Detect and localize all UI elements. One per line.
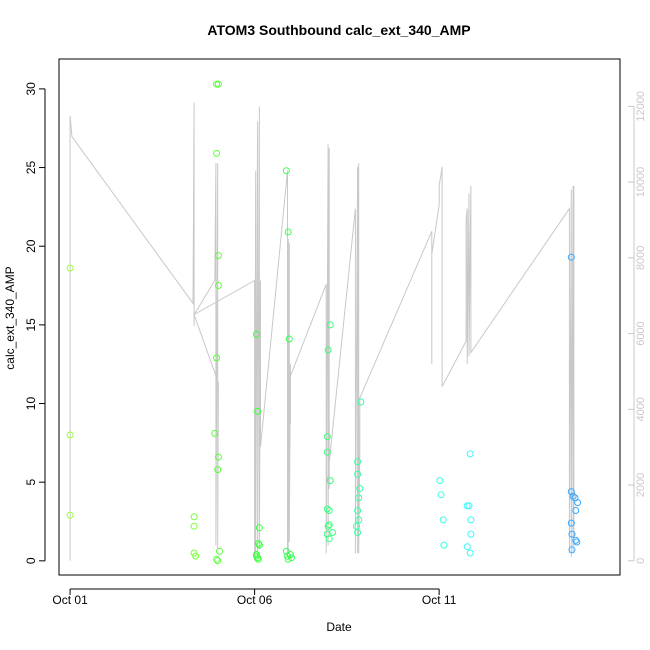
x-tick-label: Oct 06 (237, 593, 273, 607)
data-point (255, 524, 263, 532)
data-point (465, 502, 473, 510)
scatter-points (66, 80, 582, 565)
data-point (354, 529, 362, 536)
data-point (214, 453, 222, 461)
data-point (437, 491, 445, 499)
data-point (288, 554, 295, 562)
data-point (323, 505, 331, 513)
data-point (254, 540, 262, 547)
y-tick-label: 5 (24, 479, 38, 486)
data-point (326, 477, 334, 485)
data-point (216, 547, 223, 555)
data-point (572, 507, 580, 514)
data-point (211, 429, 219, 437)
data-point (355, 516, 363, 524)
data-point (253, 330, 260, 338)
data-point (467, 530, 475, 538)
data-point (254, 407, 262, 415)
x-axis-label: Date (326, 620, 352, 634)
data-point (324, 346, 332, 354)
data-point (574, 499, 582, 507)
data-point (214, 282, 222, 289)
y2-tick-label: 4000 (635, 397, 647, 421)
data-point (325, 535, 333, 543)
data-point (66, 264, 74, 272)
data-point (255, 541, 263, 549)
data-point (567, 253, 575, 261)
data-point (568, 530, 576, 538)
data-point (213, 555, 221, 563)
data-point (325, 507, 333, 514)
data-point (467, 516, 475, 524)
data-point (568, 546, 576, 554)
axes: 0 5 10 15 20 25 30 Oct 01 Oct 06 Oct 11 0 2000 4000 6… (24, 82, 647, 607)
y-axis-label: calc_ext_340_AMP (3, 266, 17, 369)
data-point (282, 167, 290, 175)
data-point (324, 522, 332, 530)
data-point (214, 466, 222, 474)
data-point (466, 549, 474, 557)
data-point (357, 398, 365, 406)
y-tick-label: 25 (24, 161, 38, 175)
y-tick-label: 15 (24, 318, 38, 332)
data-point (253, 552, 260, 560)
data-point (192, 552, 200, 560)
y-tick-label: 10 (24, 397, 38, 411)
y2-tick-label: 0 (635, 558, 647, 564)
data-point (567, 519, 575, 527)
y-tick-label: 20 (24, 239, 38, 253)
data-point (572, 536, 580, 544)
series-line (69, 102, 575, 561)
data-point (355, 494, 363, 502)
data-point (439, 516, 447, 524)
data-point (323, 448, 331, 456)
y2-tick-label: 8000 (635, 246, 647, 270)
data-point (214, 80, 222, 88)
data-point (214, 557, 222, 565)
plot-frame (58, 58, 621, 576)
x-tick-label: Oct 11 (422, 593, 457, 607)
data-point (190, 513, 198, 521)
y-tick-label: 30 (24, 82, 38, 96)
data-point (326, 321, 334, 329)
chart-title: ATOM3 Southbound calc_ext_340_AMP (207, 22, 470, 38)
data-point (285, 335, 293, 343)
y2-tick-label: 2000 (635, 473, 647, 497)
data-point (354, 507, 362, 514)
data-point (567, 488, 575, 496)
data-point (466, 450, 474, 458)
data-point (284, 228, 292, 236)
data-point (190, 522, 198, 530)
data-point (214, 252, 222, 260)
data-point (325, 521, 333, 529)
x-tick-label: Oct 01 (52, 593, 88, 607)
data-point (213, 149, 221, 157)
data-point (463, 543, 471, 551)
data-point (213, 354, 221, 362)
data-point (354, 470, 362, 478)
data-point (66, 511, 74, 519)
series-line-path (69, 102, 575, 561)
data-point (66, 431, 74, 439)
data-point (569, 492, 577, 500)
data-point (323, 433, 331, 441)
data-point (356, 485, 364, 492)
y2-tick-label: 6000 (635, 321, 647, 345)
data-point (436, 477, 444, 485)
data-point (573, 538, 581, 546)
y-tick-label: 0 (24, 557, 38, 564)
data-point (440, 541, 448, 549)
data-point (286, 551, 294, 558)
y2-tick-label: 12000 (635, 91, 647, 122)
data-point (354, 458, 362, 466)
data-point (329, 529, 336, 536)
y2-tick-label: 10000 (635, 167, 647, 198)
